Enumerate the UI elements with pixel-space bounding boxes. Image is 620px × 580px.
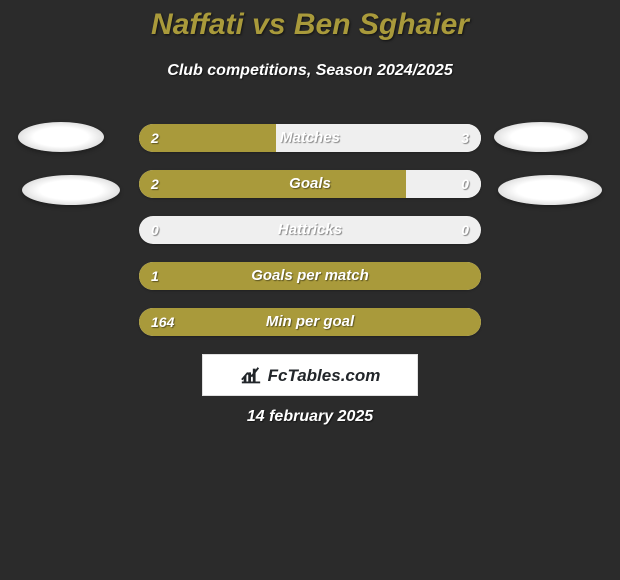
player-right-photo-2: [498, 175, 602, 205]
stat-value-right: 3: [461, 124, 469, 152]
stat-bars-container: Matches23Goals20Hattricks00Goals per mat…: [139, 124, 481, 354]
stat-value-right: 0: [461, 216, 469, 244]
subtitle: Club competitions, Season 2024/2025: [0, 62, 620, 80]
stat-value-right: 0: [461, 170, 469, 198]
stat-value-left: 1: [151, 262, 159, 290]
brand-text: FcTables.com: [268, 366, 381, 385]
stat-row: Goals20: [139, 170, 481, 198]
player-left-photo-2: [22, 175, 120, 205]
player-left-photo-1: [18, 122, 104, 152]
stat-bar-right: [406, 170, 481, 198]
chart-icon: [240, 365, 262, 387]
stat-row: Min per goal164: [139, 308, 481, 336]
comparison-infographic: Naffati vs Ben Sghaier Club competitions…: [0, 0, 620, 580]
stat-bar-right: [276, 124, 481, 152]
stat-row: Matches23: [139, 124, 481, 152]
stat-bar-left: [139, 262, 481, 290]
stat-bar-left: [139, 308, 481, 336]
stat-bar-left: [139, 124, 276, 152]
stat-value-left: 2: [151, 170, 159, 198]
footer-date: 14 february 2025: [0, 408, 620, 426]
stat-row: Goals per match1: [139, 262, 481, 290]
stat-value-left: 0: [151, 216, 159, 244]
stat-label: Hattricks: [139, 216, 481, 244]
brand-box[interactable]: FcTables.com: [202, 354, 418, 396]
stat-value-left: 2: [151, 124, 159, 152]
stat-row: Hattricks0 0: [139, 216, 481, 244]
player-right-photo-1: [494, 122, 588, 152]
page-title: Naffati vs Ben Sghaier: [0, 8, 620, 42]
stat-bar-left: [139, 170, 406, 198]
stat-value-left: 164: [151, 308, 174, 336]
